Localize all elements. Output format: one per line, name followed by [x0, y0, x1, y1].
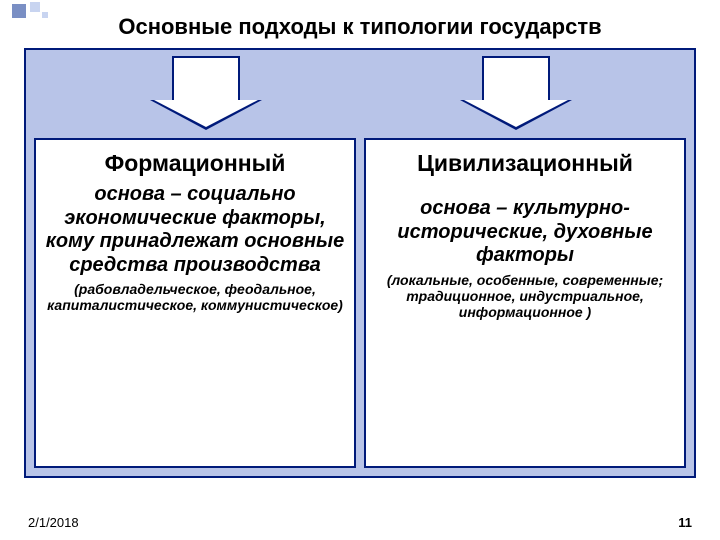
card-body: основа – культурно-исторические, духовны… — [374, 197, 676, 268]
arrow-down-icon — [456, 56, 576, 134]
slide-footer: 2/1/2018 11 — [28, 515, 692, 530]
corner-decoration — [0, 0, 100, 24]
footer-page-number: 11 — [678, 515, 692, 530]
main-panel: Формационный основа – социально экономич… — [24, 48, 696, 478]
card-note: (рабовладельческое, феодальное, капитали… — [44, 281, 346, 313]
card-note: (локальные, особенные, современные; трад… — [374, 272, 676, 320]
approach-card-formational: Формационный основа – социально экономич… — [34, 138, 356, 468]
slide-title: Основные подходы к типологии государств — [0, 0, 720, 40]
arrow-down-icon — [146, 56, 266, 134]
card-heading: Формационный — [44, 150, 346, 177]
columns-container: Формационный основа – социально экономич… — [34, 138, 686, 468]
footer-date: 2/1/2018 — [28, 515, 79, 530]
approach-card-civilizational: Цивилизационный основа – культурно-истор… — [364, 138, 686, 468]
card-heading: Цивилизационный — [374, 150, 676, 177]
card-body: основа – социально экономические факторы… — [44, 183, 346, 277]
